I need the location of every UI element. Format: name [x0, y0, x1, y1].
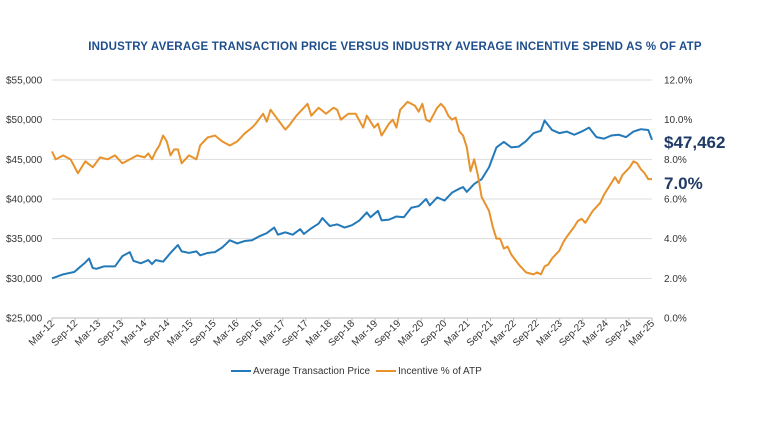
y-right-tick-label: 2.0%	[664, 274, 687, 285]
legend: Average Transaction Price Incentive % of…	[231, 366, 482, 377]
y-right-tick-label: 4.0%	[664, 234, 687, 245]
gridlines	[52, 79, 652, 319]
y-left-tick-label: $50,000	[6, 115, 43, 126]
end-label-atp: $47,462	[664, 133, 725, 152]
chart-title: INDUSTRY AVERAGE TRANSACTION PRICE VERSU…	[88, 41, 702, 53]
y-left-tick-label: $35,000	[6, 234, 43, 245]
y-right-tick-label: 6.0%	[664, 195, 687, 206]
y-left-tick-label: $40,000	[6, 195, 43, 206]
x-axis-ticks: Mar-12Sep-12Mar-13Sep-13Mar-14Sep-14Mar-…	[27, 318, 657, 349]
x-tick-label: Mar-25	[627, 318, 657, 348]
y-right-tick-label: 0.0%	[664, 314, 687, 325]
y-right-tick-label: 10.0%	[664, 115, 692, 126]
right-y-axis-ticks: 0.0% 2.0% 4.0% 6.0% 8.0% 10.0% 12.0%	[664, 76, 692, 325]
y-left-tick-label: $55,000	[6, 76, 43, 87]
y-left-tick-label: $30,000	[6, 274, 43, 285]
y-left-tick-label: $45,000	[6, 155, 43, 166]
y-right-tick-label: 8.0%	[664, 155, 687, 166]
y-right-tick-label: 12.0%	[664, 76, 692, 87]
series-line-average-transaction-price	[51, 119, 653, 280]
legend-label-incentive: Incentive % of ATP	[398, 366, 482, 377]
series-line-incentive-pct	[51, 100, 652, 276]
end-label-incentive: 7.0%	[664, 174, 703, 193]
left-y-axis-ticks: $25,000 $30,000 $35,000 $40,000 $45,000 $50,0…	[6, 76, 43, 325]
y-left-tick-label: $25,000	[6, 314, 43, 325]
legend-label-atp: Average Transaction Price	[253, 366, 371, 377]
